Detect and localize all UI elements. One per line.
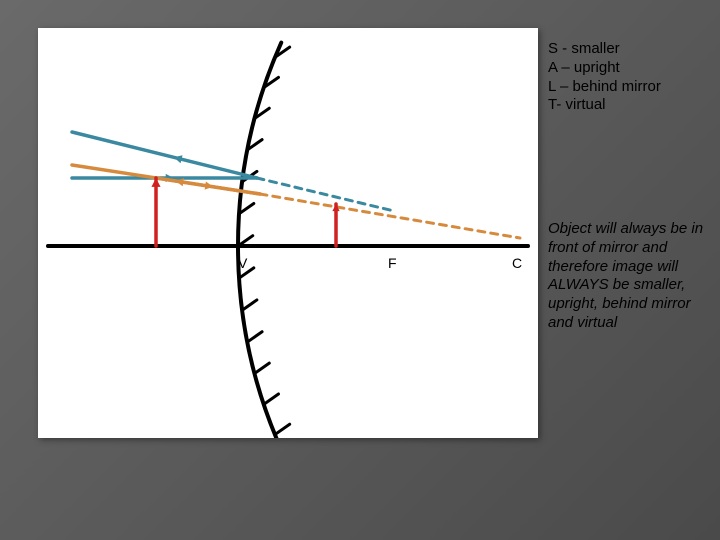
salt-t: T- virtual [548, 96, 713, 115]
salt-properties-list: S - smaller A – upright L – behind mirro… [548, 40, 713, 115]
svg-text:V: V [238, 255, 248, 271]
mirror-diagram: VFC [38, 28, 538, 438]
svg-text:C: C [512, 255, 522, 271]
mirror-diagram-svg: VFC [38, 28, 538, 438]
explanation-text: Object will always be in front of mirror… [548, 220, 713, 333]
salt-l: L – behind mirror [548, 78, 713, 97]
salt-a: A – upright [548, 59, 713, 78]
svg-text:F: F [388, 255, 397, 271]
slide-stage: V F C S - smaller A – upright L – behind m… [0, 0, 720, 540]
salt-s: S - smaller [548, 40, 713, 59]
